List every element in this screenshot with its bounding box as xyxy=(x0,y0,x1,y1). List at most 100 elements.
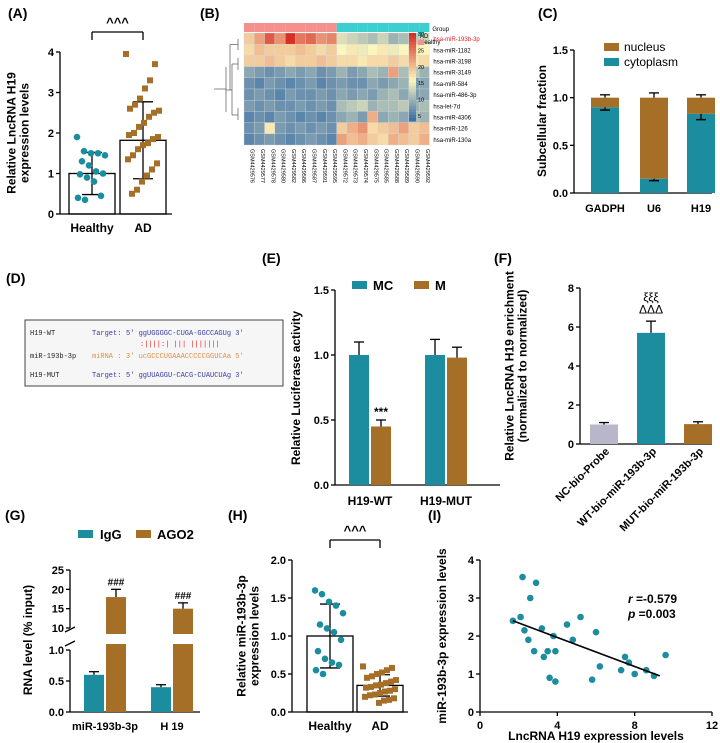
i-point xyxy=(617,666,625,674)
i-point xyxy=(552,647,559,655)
b-heat-cell xyxy=(264,32,276,45)
g-tick-label: 0.5 xyxy=(49,676,64,688)
b-heat-cell xyxy=(336,66,348,78)
b-heat-cell xyxy=(388,100,399,112)
b-col-label: GSM4429573 xyxy=(352,149,358,183)
b-heat-cell xyxy=(377,122,389,134)
h-ad-point xyxy=(389,664,395,671)
b-scale-step xyxy=(409,109,416,113)
e-legend-m: M xyxy=(435,278,446,293)
b-heat-cell xyxy=(274,88,286,101)
a-healthy-point xyxy=(94,149,102,157)
b-heat-cell xyxy=(398,66,409,78)
g-tick-label: 1.0 xyxy=(49,645,64,657)
g-tick-label: 25 xyxy=(52,565,64,577)
b-scale-step xyxy=(409,118,416,122)
ylabel-line: miR-193b-3p expression levels xyxy=(435,548,449,724)
b-heat-cell xyxy=(336,100,348,112)
b-col-label: GSM4429576 xyxy=(249,149,255,183)
b-scale-step xyxy=(409,94,416,99)
b-scale-step xyxy=(409,82,416,87)
b-heat-cell xyxy=(398,55,409,67)
b-scale-step xyxy=(409,88,416,93)
b-scale-step xyxy=(409,33,416,37)
i-y-tick-label: 3 xyxy=(468,593,474,605)
b-scale-label: 30 xyxy=(418,32,424,38)
c-bar-cytoplasm xyxy=(687,113,715,193)
f-x-label: WT-bio-miR-193b-3p xyxy=(575,445,659,529)
b-scale-step xyxy=(409,65,416,69)
h-ad-point xyxy=(392,686,398,693)
b-group-cell xyxy=(274,23,286,32)
b-heat-cell xyxy=(315,133,327,146)
b-heat-cell xyxy=(398,133,409,146)
a-healthy-point xyxy=(90,178,98,185)
i-point xyxy=(540,653,548,661)
a-ad-point xyxy=(147,77,153,84)
b-row-label: hsa-miR-1182 xyxy=(433,48,471,54)
b-row-label: hsa-miR-193b-3p xyxy=(433,37,480,43)
f-bar xyxy=(684,424,712,444)
b-heat-cell xyxy=(285,88,296,101)
b-group-cell xyxy=(244,23,255,32)
ylabel-line: Relative Luciferase activity xyxy=(289,311,303,465)
b-group-cell xyxy=(377,23,389,32)
h-ad-point xyxy=(364,674,370,681)
a-ad-point xyxy=(127,105,133,112)
c-bar-nucleus xyxy=(640,97,668,179)
b-group-cell xyxy=(367,23,378,32)
b-heat-cell xyxy=(377,77,389,90)
b-heat-cell xyxy=(305,133,317,146)
b-heat-cell xyxy=(408,122,420,134)
i-r-value: =-0.579 xyxy=(633,592,678,606)
b-heat-cell xyxy=(398,77,409,90)
b-heat-cell xyxy=(336,32,348,45)
f-y-tick-label: 6 xyxy=(568,322,574,334)
b-heat-cell xyxy=(388,133,399,146)
b-heat-cell xyxy=(357,122,368,134)
b-heat-cell xyxy=(285,32,296,45)
b-heat-cell xyxy=(254,44,265,56)
b-scale-step xyxy=(409,53,416,57)
g-legend-igg: IgG xyxy=(100,527,122,542)
i-y-tick-label: 4 xyxy=(468,555,475,567)
a-healthy-point xyxy=(85,162,93,169)
b-group-cell xyxy=(285,23,296,32)
g-break-mark xyxy=(64,626,76,633)
b-group-cell xyxy=(347,23,358,32)
a-ad-point xyxy=(131,130,137,136)
h-healthy-point xyxy=(335,661,343,669)
h-x-label: AD xyxy=(371,719,389,733)
h-ad-point xyxy=(369,673,375,680)
b-heat-cell xyxy=(326,111,337,123)
b-heat-cell xyxy=(367,77,379,90)
b-heat-cell xyxy=(326,77,337,90)
i-point xyxy=(577,613,584,621)
b-heat-cell xyxy=(388,77,399,90)
b-col-label: GSM4429575 xyxy=(372,149,378,183)
b-heat-cell xyxy=(398,100,409,112)
i-point xyxy=(569,636,577,644)
b-heat-cell xyxy=(346,55,358,67)
b-heat-cell xyxy=(264,77,276,90)
b-heat-cell xyxy=(305,32,317,45)
b-heat-cell xyxy=(315,100,327,112)
i-p-symbol: p xyxy=(627,607,635,621)
b-heat-cell xyxy=(377,88,389,101)
b-heat-cell xyxy=(336,133,348,146)
b-col-label: GSM4429588 xyxy=(393,149,399,183)
b-heat-cell xyxy=(367,133,379,146)
b-heat-cell xyxy=(285,66,296,78)
f-bar xyxy=(637,332,665,444)
b-heat-cell xyxy=(243,133,255,146)
d-row-seq: 5' ggUGGGGC-CUGA-GGCCAGUg 3' xyxy=(126,330,244,338)
h-ad-point xyxy=(362,693,368,700)
g-ylabel: RNA level (% input) xyxy=(21,585,35,695)
h-healthy-point xyxy=(319,670,327,678)
h-ad-point xyxy=(387,687,393,694)
i-r-symbol: r xyxy=(628,592,634,606)
b-heat-cell xyxy=(388,111,399,123)
i-x-tick-label: 12 xyxy=(706,720,718,732)
b-heat-cell xyxy=(305,111,317,123)
e-legend-mc: MC xyxy=(373,278,394,293)
